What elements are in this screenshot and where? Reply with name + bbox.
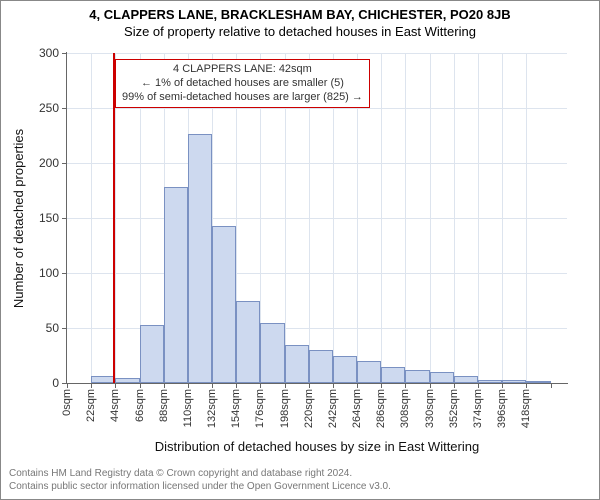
grid-line — [502, 53, 503, 383]
x-tick-label: 396sqm — [496, 389, 508, 428]
footer-line: Contains public sector information licen… — [9, 481, 391, 494]
grid-line — [526, 53, 527, 383]
annotation-line: ← 1% of detached houses are smaller (5) — [122, 77, 363, 91]
histogram-bar — [285, 345, 309, 384]
x-tick-label: 176sqm — [254, 389, 266, 428]
annotation-line: 4 CLAPPERS LANE: 42sqm — [122, 63, 363, 77]
y-tick-label: 200 — [1, 156, 59, 170]
y-tick-label: 250 — [1, 101, 59, 115]
histogram-bar — [164, 187, 188, 383]
histogram-bar — [188, 134, 212, 383]
x-tick-label: 66sqm — [134, 389, 146, 422]
x-tick-label: 0sqm — [61, 389, 73, 416]
x-tick-label: 88sqm — [158, 389, 170, 422]
x-tick-label: 22sqm — [85, 389, 97, 422]
x-tick-label: 308sqm — [399, 389, 411, 428]
chart-title-secondary: Size of property relative to detached ho… — [1, 24, 599, 39]
x-axis-title: Distribution of detached houses by size … — [67, 439, 567, 454]
x-tick-label: 110sqm — [182, 389, 194, 427]
grid-line — [381, 53, 382, 383]
chart-card: 4, CLAPPERS LANE, BRACKLESHAM BAY, CHICH… — [0, 0, 600, 500]
y-tick-label: 150 — [1, 211, 59, 225]
grid-line — [430, 53, 431, 383]
histogram-bar — [91, 376, 115, 383]
x-tick-label: 132sqm — [206, 389, 218, 428]
histogram-bar — [333, 356, 357, 384]
histogram-bar — [430, 372, 454, 383]
histogram-bar — [454, 376, 478, 383]
x-tick-label: 330sqm — [424, 389, 436, 428]
grid-line — [67, 53, 567, 54]
footer-attribution: Contains HM Land Registry data © Crown c… — [9, 468, 391, 493]
x-tick-label: 374sqm — [472, 389, 484, 428]
annotation-line: 99% of semi-detached houses are larger (… — [122, 91, 363, 105]
histogram-bar — [357, 361, 381, 383]
histogram-bar — [260, 323, 284, 384]
x-tick-label: 286sqm — [375, 389, 387, 428]
histogram-bar — [140, 325, 164, 383]
grid-line — [478, 53, 479, 383]
grid-line — [454, 53, 455, 383]
histogram-bar — [381, 367, 405, 384]
y-tick-label: 100 — [1, 266, 59, 280]
grid-line — [67, 273, 567, 274]
x-tick-label: 418sqm — [520, 389, 532, 428]
footer-line: Contains HM Land Registry data © Crown c… — [9, 468, 391, 481]
histogram-bar — [212, 226, 236, 383]
y-tick-label: 300 — [1, 46, 59, 60]
histogram-bar — [236, 301, 260, 384]
chart-title-primary: 4, CLAPPERS LANE, BRACKLESHAM BAY, CHICH… — [1, 7, 599, 22]
x-tick-label: 44sqm — [109, 389, 121, 422]
y-axis-line — [66, 52, 67, 384]
plot-area: 0sqm22sqm44sqm66sqm88sqm110sqm132sqm154s… — [67, 53, 567, 383]
grid-line — [67, 163, 567, 164]
grid-line — [405, 53, 406, 383]
x-tick-label: 242sqm — [327, 389, 339, 428]
grid-line — [67, 218, 567, 219]
x-tick-label: 198sqm — [279, 389, 291, 428]
grid-line — [91, 53, 92, 383]
x-tick-label: 154sqm — [230, 389, 242, 428]
x-axis-line — [66, 383, 568, 384]
x-tick-label: 220sqm — [303, 389, 315, 428]
y-tick-label: 0 — [1, 376, 59, 390]
x-tick-label: 352sqm — [448, 389, 460, 428]
histogram-bar — [309, 350, 333, 383]
x-tick-label: 264sqm — [351, 389, 363, 428]
annotation-box: 4 CLAPPERS LANE: 42sqm ← 1% of detached … — [115, 59, 370, 108]
histogram-bar — [405, 370, 429, 383]
y-tick-label: 50 — [1, 321, 59, 335]
